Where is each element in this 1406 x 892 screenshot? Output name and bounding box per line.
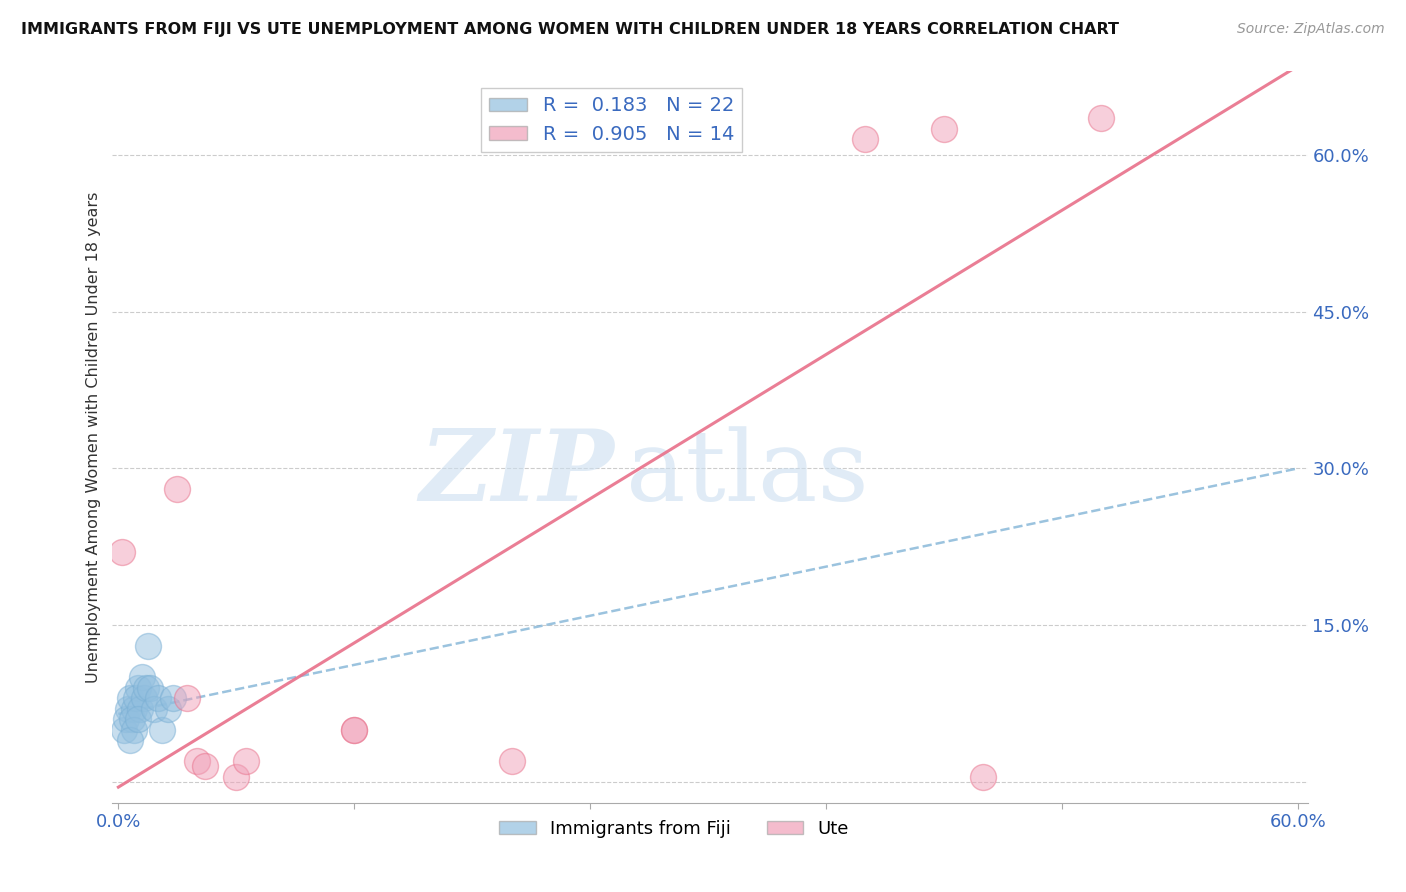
Point — [972, 770, 994, 784]
Text: atlas: atlas — [627, 425, 869, 522]
Point — [343, 723, 366, 737]
Point — [127, 712, 149, 726]
Point — [122, 702, 145, 716]
Point — [166, 483, 188, 497]
Point — [142, 702, 165, 716]
Text: IMMIGRANTS FROM FIJI VS UTE UNEMPLOYMENT AMONG WOMEN WITH CHILDREN UNDER 18 YEAR: IMMIGRANTS FROM FIJI VS UTE UNEMPLOYMENT… — [21, 22, 1119, 37]
Point — [853, 132, 876, 146]
Point — [129, 702, 152, 716]
Point — [120, 691, 142, 706]
Point — [176, 691, 198, 706]
Point — [156, 702, 179, 716]
Point — [127, 681, 149, 695]
Point — [162, 691, 184, 706]
Point — [1090, 112, 1112, 126]
Text: ZIP: ZIP — [419, 425, 614, 522]
Point — [121, 712, 143, 726]
Point — [120, 733, 142, 747]
Point — [186, 754, 208, 768]
Point — [225, 770, 247, 784]
Point — [235, 754, 257, 768]
Point — [117, 702, 139, 716]
Point — [150, 723, 173, 737]
Point — [194, 759, 217, 773]
Point — [136, 639, 159, 653]
Point — [343, 723, 366, 737]
Text: Source: ZipAtlas.com: Source: ZipAtlas.com — [1237, 22, 1385, 37]
Point — [932, 121, 955, 136]
Point — [135, 681, 157, 695]
Point — [146, 691, 169, 706]
Point — [132, 691, 155, 706]
Y-axis label: Unemployment Among Women with Children Under 18 years: Unemployment Among Women with Children U… — [86, 192, 101, 682]
Point — [112, 723, 135, 737]
Point — [139, 681, 162, 695]
Point — [501, 754, 523, 768]
Point — [122, 723, 145, 737]
Point — [115, 712, 138, 726]
Point — [125, 691, 148, 706]
Legend: Immigrants from Fiji, Ute: Immigrants from Fiji, Ute — [492, 813, 856, 845]
Point — [111, 545, 134, 559]
Point — [131, 670, 153, 684]
